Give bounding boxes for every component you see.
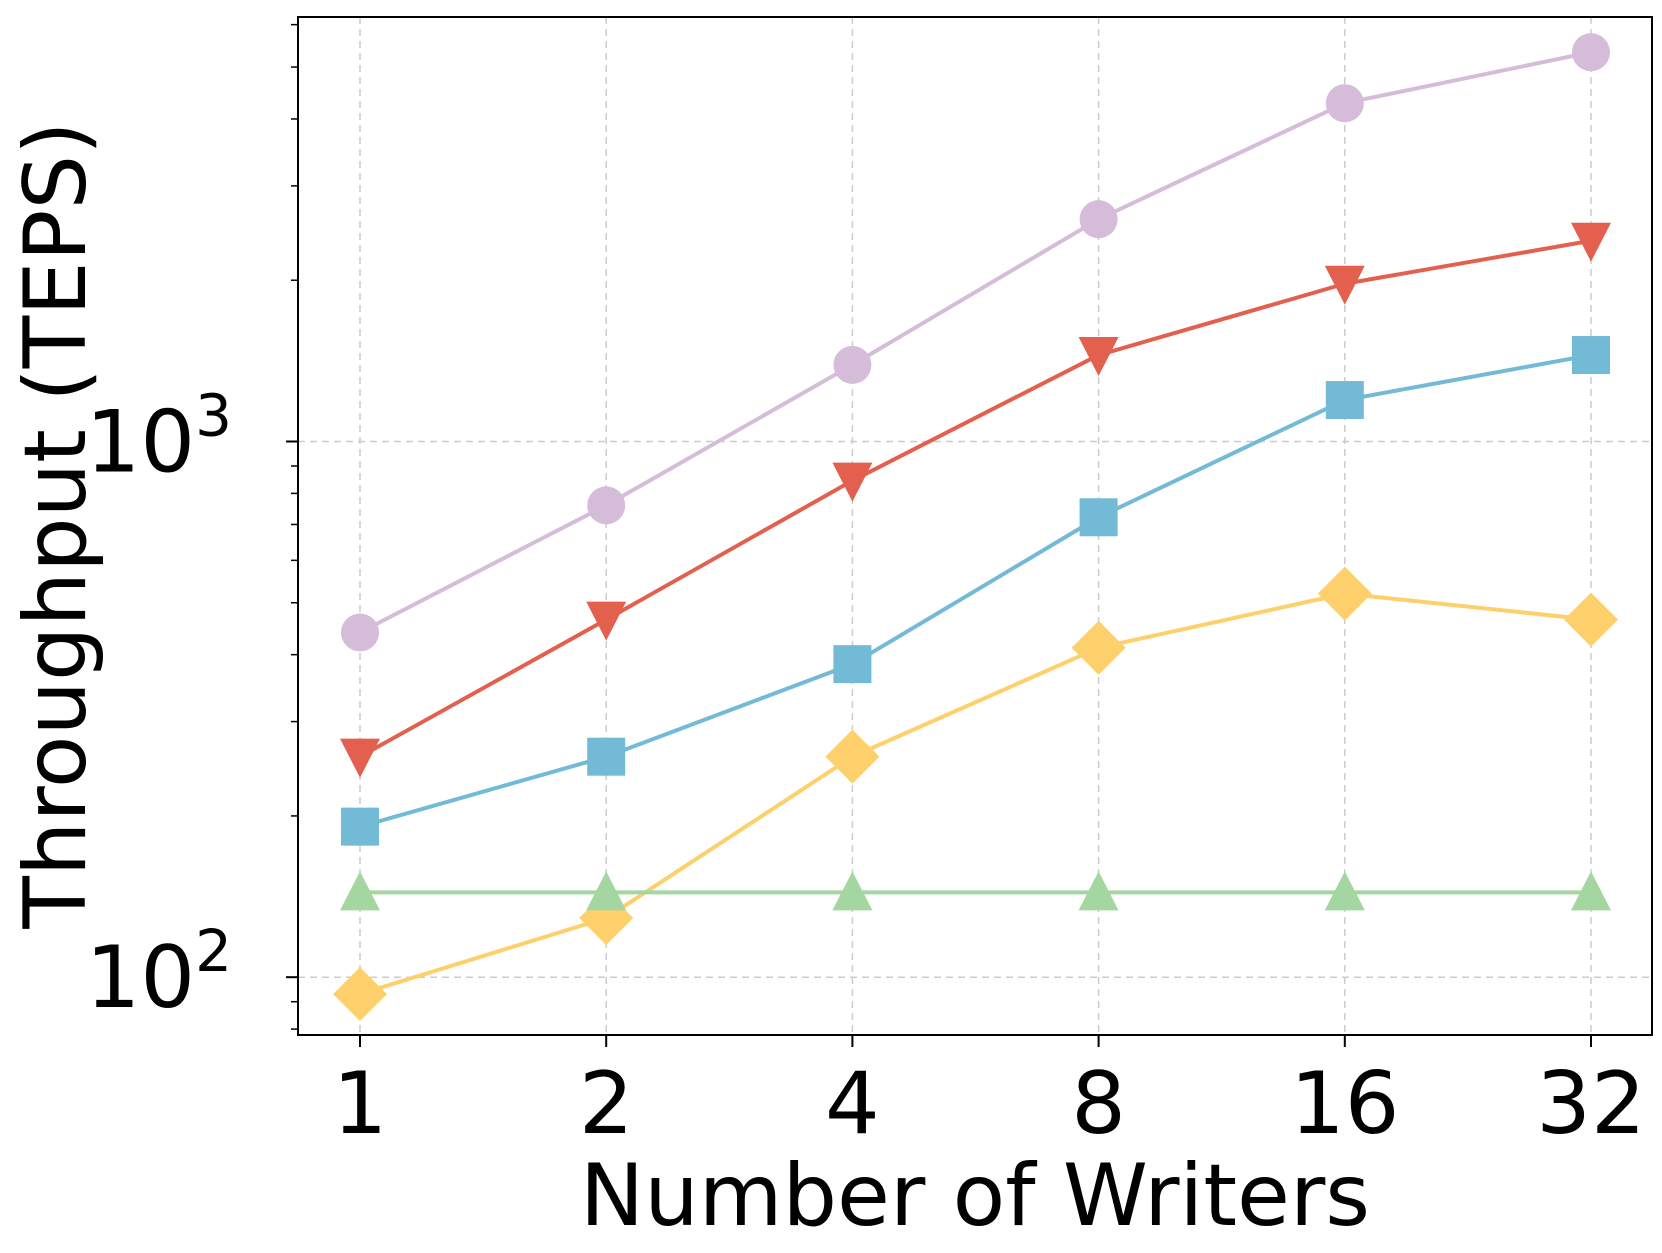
y-tick-label-base: 10 <box>86 392 195 492</box>
diamond-marker <box>1564 592 1618 647</box>
plot-frame <box>297 16 1653 1036</box>
series-line-triangle-down <box>359 238 1592 759</box>
x-axis-label: Number of Writers <box>580 1146 1370 1246</box>
triangle-up-marker <box>340 871 380 911</box>
square-marker <box>341 807 379 846</box>
circle-marker <box>1572 33 1610 72</box>
y-minor-ticks <box>291 23 298 1030</box>
triangle-down-marker <box>340 738 380 778</box>
data-markers <box>333 33 1618 1022</box>
series-line-diamond <box>359 591 1592 996</box>
series-line-circle <box>359 50 1592 635</box>
square-marker <box>1325 381 1364 420</box>
triangle-down-marker <box>832 462 873 502</box>
y-tick-label: 103 <box>86 381 232 492</box>
x-tick-label: 4 <box>825 1054 880 1154</box>
y-tick-label-exponent: 2 <box>195 917 232 985</box>
circle-marker <box>1325 84 1364 123</box>
x-tick-label: 8 <box>1071 1054 1126 1154</box>
y-tick-label-base: 10 <box>86 928 195 1028</box>
triangle-down-marker <box>1078 337 1119 377</box>
circle-marker <box>833 345 872 384</box>
triangle-down-marker <box>586 601 627 641</box>
square-marker <box>587 737 626 776</box>
circle-marker <box>1079 200 1118 239</box>
diamond-marker <box>333 967 387 1022</box>
circle-marker <box>341 613 379 652</box>
triangle-up-marker <box>1571 871 1611 911</box>
diamond-marker <box>825 729 880 784</box>
series-line-square <box>359 353 1592 829</box>
y-tick-label: 102 <box>86 917 232 1028</box>
triangle-up-marker <box>1078 871 1119 911</box>
x-tick-label: 16 <box>1290 1054 1399 1154</box>
triangle-up-marker <box>1324 871 1365 911</box>
circle-marker <box>587 486 626 525</box>
x-tick-label: 32 <box>1536 1054 1645 1154</box>
diamond-marker <box>1071 620 1126 675</box>
triangle-down-marker <box>1324 265 1365 305</box>
triangle-up-marker <box>586 871 627 911</box>
triangle-up-marker <box>832 871 873 911</box>
series-lines <box>359 50 1592 996</box>
triangle-down-marker <box>1571 222 1611 262</box>
y-axis-label: Throughput (TEPS) <box>6 121 106 929</box>
square-marker <box>1572 336 1610 375</box>
diamond-marker <box>1317 566 1372 621</box>
square-marker <box>1079 498 1118 537</box>
square-marker <box>833 645 872 684</box>
y-tick-label-exponent: 3 <box>195 381 232 449</box>
x-tick-label: 1 <box>333 1054 388 1154</box>
grid-lines <box>298 17 1652 1035</box>
x-tick-label: 2 <box>579 1054 634 1154</box>
